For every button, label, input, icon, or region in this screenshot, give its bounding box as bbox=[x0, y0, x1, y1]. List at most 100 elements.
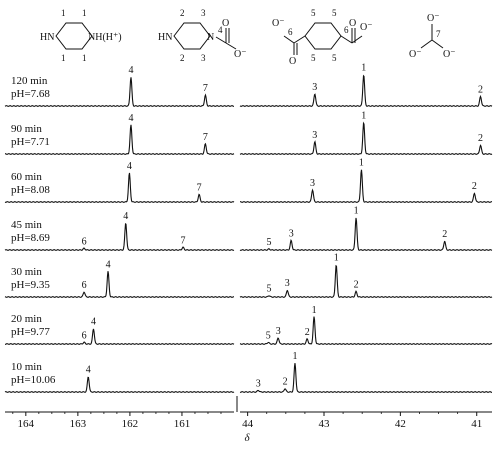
dicarbamate-carbonyl-label: 6 bbox=[344, 25, 349, 35]
spectrum-trace bbox=[4, 271, 235, 298]
tick-label: 42 bbox=[395, 418, 406, 430]
dicarbamate-bond bbox=[293, 35, 306, 44]
spectrum-trace bbox=[4, 172, 235, 203]
carbonate-oxygen-minus: O⁻ bbox=[409, 49, 422, 60]
spectrum-trace bbox=[4, 376, 235, 393]
tick-label: 161 bbox=[174, 418, 191, 430]
carbamate-co-bond bbox=[225, 42, 237, 50]
dicarbamate-oxygen-minus: O⁻ bbox=[272, 18, 285, 29]
spectrum-ph-label: pH=7.68 bbox=[11, 88, 50, 100]
tick-label: 43 bbox=[319, 418, 331, 430]
peak-label: 1 bbox=[354, 206, 359, 217]
piperazine-ring-label: 1 bbox=[61, 8, 66, 18]
dicarbamate-ring-label: 5 bbox=[311, 8, 316, 18]
spectrum-trace bbox=[239, 264, 493, 298]
peak-label: 7 bbox=[203, 83, 208, 94]
spectrum-ph-label: pH=9.35 bbox=[11, 279, 50, 291]
piperazine-structure: HN NH(H⁺) 1 1 1 1 bbox=[40, 8, 122, 63]
peak-label: 3 bbox=[312, 82, 317, 93]
spectrum-time-label: 120 min bbox=[11, 75, 48, 87]
peak-label: 7 bbox=[197, 183, 202, 194]
dicarbamate-bond bbox=[340, 35, 353, 44]
peak-label: 7 bbox=[203, 132, 208, 143]
spectrum-trace bbox=[239, 316, 493, 345]
peak-label: 2 bbox=[472, 181, 477, 192]
carbamate-right-atom: N bbox=[207, 32, 214, 43]
peak-label: 7 bbox=[181, 235, 186, 246]
dicarbamate-bond bbox=[283, 35, 295, 44]
spectrum-trace bbox=[239, 74, 493, 107]
dicarbamate-oxygen: O bbox=[349, 18, 356, 29]
dicarbamate-oxygen: O bbox=[289, 56, 296, 67]
carbamate-left-atom: HN bbox=[158, 32, 172, 43]
carbamate-ring-label: 2 bbox=[180, 8, 185, 18]
spectrum-trace bbox=[239, 169, 493, 203]
spectrum-ph-label: pH=8.69 bbox=[11, 232, 50, 244]
dicarbamate-bond bbox=[351, 35, 363, 44]
spectrum-time-label: 90 min bbox=[11, 123, 42, 135]
peak-label: 2 bbox=[442, 229, 447, 240]
piperazine-ring-label: 1 bbox=[82, 53, 87, 63]
dicarbamate-ring-label: 5 bbox=[332, 8, 337, 18]
spectrum-ph-label: pH=10.06 bbox=[11, 374, 56, 386]
spectrum-time-label: 45 min bbox=[11, 219, 42, 231]
peak-label: 3 bbox=[310, 178, 315, 189]
carbamate-oxygen: O bbox=[222, 18, 229, 29]
spectrum-ph-label: pH=8.08 bbox=[11, 184, 50, 196]
dicarbamate-ring-label: 5 bbox=[332, 53, 337, 63]
peak-label: 6 bbox=[82, 280, 87, 291]
peak-label: 1 bbox=[334, 253, 339, 264]
spectrum-time-label: 60 min bbox=[11, 171, 42, 183]
peak-label: 1 bbox=[361, 111, 366, 122]
tick-label: 41 bbox=[471, 418, 482, 430]
spectrum-time-label: 30 min bbox=[11, 266, 42, 278]
piperazine-left-atom: HN bbox=[40, 32, 54, 43]
tick-label: 162 bbox=[122, 418, 139, 430]
peak-label: 5 bbox=[267, 237, 272, 248]
piperazine-ring-label: 1 bbox=[61, 53, 66, 63]
carbonate-bond bbox=[420, 39, 433, 49]
carbonate-bond bbox=[431, 39, 444, 49]
spectrum-ph-label: pH=7.71 bbox=[11, 136, 50, 148]
dicarbamate-ring bbox=[304, 22, 342, 50]
peak-label: 5 bbox=[266, 330, 271, 341]
spectrum-time-label: 10 min bbox=[11, 361, 42, 373]
peak-label: 3 bbox=[285, 278, 290, 289]
peak-label: 6 bbox=[82, 236, 87, 247]
peak-label: 2 bbox=[478, 85, 483, 96]
peak-label: 4 bbox=[127, 161, 132, 172]
spectrum-trace bbox=[4, 77, 235, 107]
carbonate-carbon-label: 7 bbox=[436, 29, 441, 39]
piperazine-right-atom: NH(H⁺) bbox=[88, 32, 122, 43]
dicarbamate-structure: O⁻ O 6 O O⁻ 6 5 5 5 5 bbox=[272, 8, 373, 67]
tick-label: 163 bbox=[70, 418, 87, 430]
carbonate-structure: O⁻ O⁻ O⁻ 7 bbox=[409, 13, 456, 60]
peak-label: 1 bbox=[312, 305, 317, 316]
peak-label: 2 bbox=[478, 133, 483, 144]
dicarbamate-carbonyl-label: 6 bbox=[288, 27, 293, 37]
peak-label: 5 bbox=[267, 284, 272, 295]
carbonate-oxygen-minus: O⁻ bbox=[427, 13, 440, 24]
tick-label: 164 bbox=[18, 418, 35, 430]
carbamate-ring-label: 3 bbox=[201, 8, 206, 18]
peak-label: 4 bbox=[129, 113, 134, 124]
peak-label: 4 bbox=[86, 365, 91, 376]
peak-label: 1 bbox=[361, 63, 366, 74]
peak-label: 3 bbox=[289, 229, 294, 240]
peak-label: 2 bbox=[283, 377, 288, 388]
piperazine-ring bbox=[55, 22, 93, 50]
spectrum-trace bbox=[239, 121, 493, 155]
carbamate-ring-label: 3 bbox=[201, 53, 206, 63]
carbamate-structure: HN N O O⁻ 4 2 3 2 3 bbox=[158, 8, 247, 63]
carbamate-ring bbox=[173, 22, 211, 50]
axis-ticks: 164 163 162 161 44 43 42 41 bbox=[12, 412, 482, 430]
peak-label: 2 bbox=[354, 280, 359, 291]
spectrum-trace bbox=[4, 124, 235, 155]
